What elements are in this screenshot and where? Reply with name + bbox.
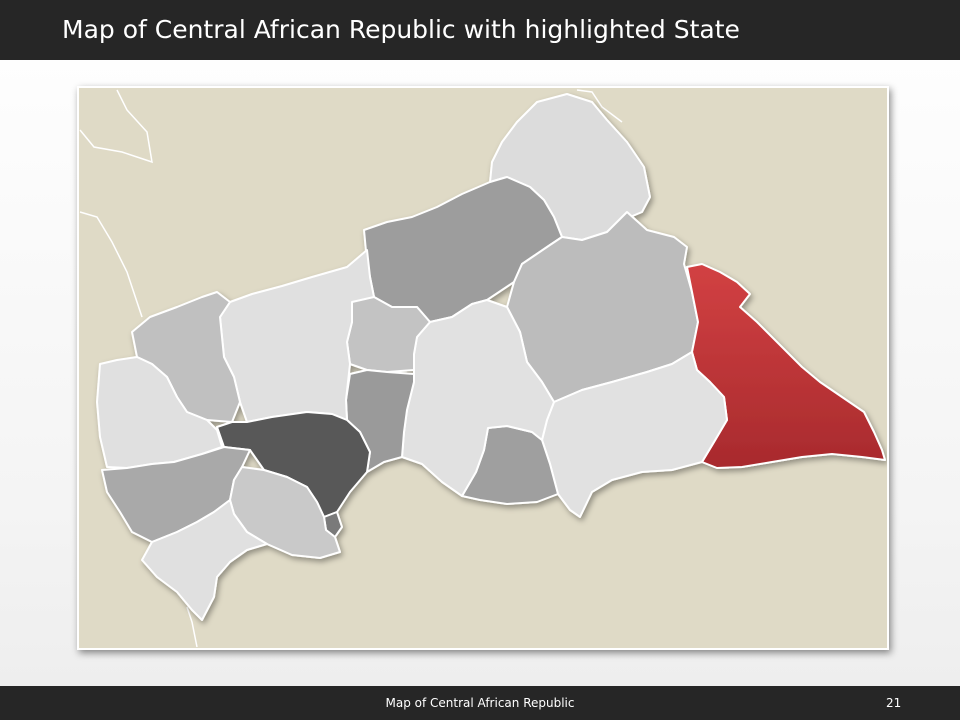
footer-title: Map of Central African Republic (385, 696, 575, 710)
country-map (96, 93, 886, 621)
region-sangha-mbaere[interactable] (141, 499, 268, 621)
map-svg (79, 89, 886, 648)
slide-title: Map of Central African Republic with hig… (62, 15, 740, 44)
neighbor-border-west (79, 211, 143, 318)
map-frame (77, 86, 889, 650)
region-ouham[interactable] (219, 249, 375, 423)
page-number: 21 (886, 696, 902, 710)
neighbor-border-south (186, 606, 198, 648)
title-bar: Map of Central African Republic with hig… (0, 0, 960, 60)
region-nana-mambere[interactable] (96, 356, 223, 469)
neighbor-borders (79, 89, 623, 648)
neighbor-border-northeast (576, 89, 623, 123)
footer-bar: Map of Central African Republic 21 (0, 686, 960, 720)
neighbor-border-northwest (79, 89, 153, 164)
